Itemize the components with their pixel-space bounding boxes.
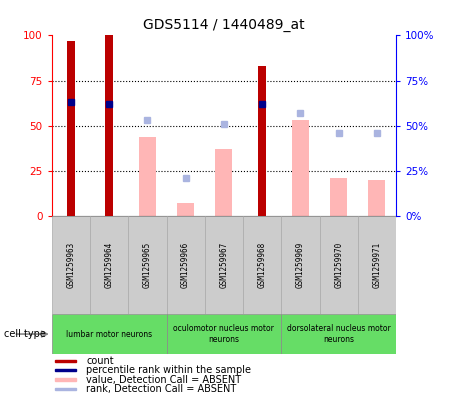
Text: count: count [86, 356, 114, 366]
Text: value, Detection Call = ABSENT: value, Detection Call = ABSENT [86, 375, 241, 385]
Title: GDS5114 / 1440489_at: GDS5114 / 1440489_at [143, 18, 305, 31]
Bar [320, 216, 358, 314]
Bar [55, 388, 76, 390]
Bar [258, 66, 266, 216]
Text: oculomotor nucleus motor
neurons: oculomotor nucleus motor neurons [173, 324, 274, 344]
Text: GSM1259963: GSM1259963 [67, 242, 76, 288]
Bar [368, 180, 386, 216]
Bar [292, 120, 309, 216]
Bar [330, 178, 347, 216]
Bar [55, 378, 76, 381]
Text: GSM1259967: GSM1259967 [220, 242, 228, 288]
Text: dorsolateral nucleus motor
neurons: dorsolateral nucleus motor neurons [287, 324, 391, 344]
Bar [52, 216, 90, 314]
Text: percentile rank within the sample: percentile rank within the sample [86, 365, 251, 375]
Text: lumbar motor neurons: lumbar motor neurons [66, 330, 152, 338]
Bar [243, 216, 281, 314]
Bar [358, 216, 396, 314]
Text: GSM1259968: GSM1259968 [257, 242, 266, 288]
Text: cell type: cell type [4, 329, 46, 339]
Bar [52, 314, 166, 354]
Text: GSM1259964: GSM1259964 [104, 242, 113, 288]
Text: GSM1259966: GSM1259966 [181, 242, 190, 288]
Bar [166, 216, 205, 314]
Bar [205, 216, 243, 314]
Bar [166, 314, 281, 354]
Bar [281, 314, 396, 354]
Bar [215, 149, 233, 216]
Bar [90, 216, 128, 314]
Text: GSM1259969: GSM1259969 [296, 242, 305, 288]
Bar [139, 137, 156, 216]
Bar [177, 204, 194, 216]
Bar [281, 216, 320, 314]
Bar [55, 369, 76, 371]
Bar [105, 35, 113, 216]
Text: rank, Detection Call = ABSENT: rank, Detection Call = ABSENT [86, 384, 236, 393]
Bar [128, 216, 166, 314]
Bar [67, 41, 75, 216]
Text: GSM1259965: GSM1259965 [143, 242, 152, 288]
Text: GSM1259971: GSM1259971 [373, 242, 382, 288]
Text: GSM1259970: GSM1259970 [334, 242, 343, 288]
Bar [55, 360, 76, 362]
